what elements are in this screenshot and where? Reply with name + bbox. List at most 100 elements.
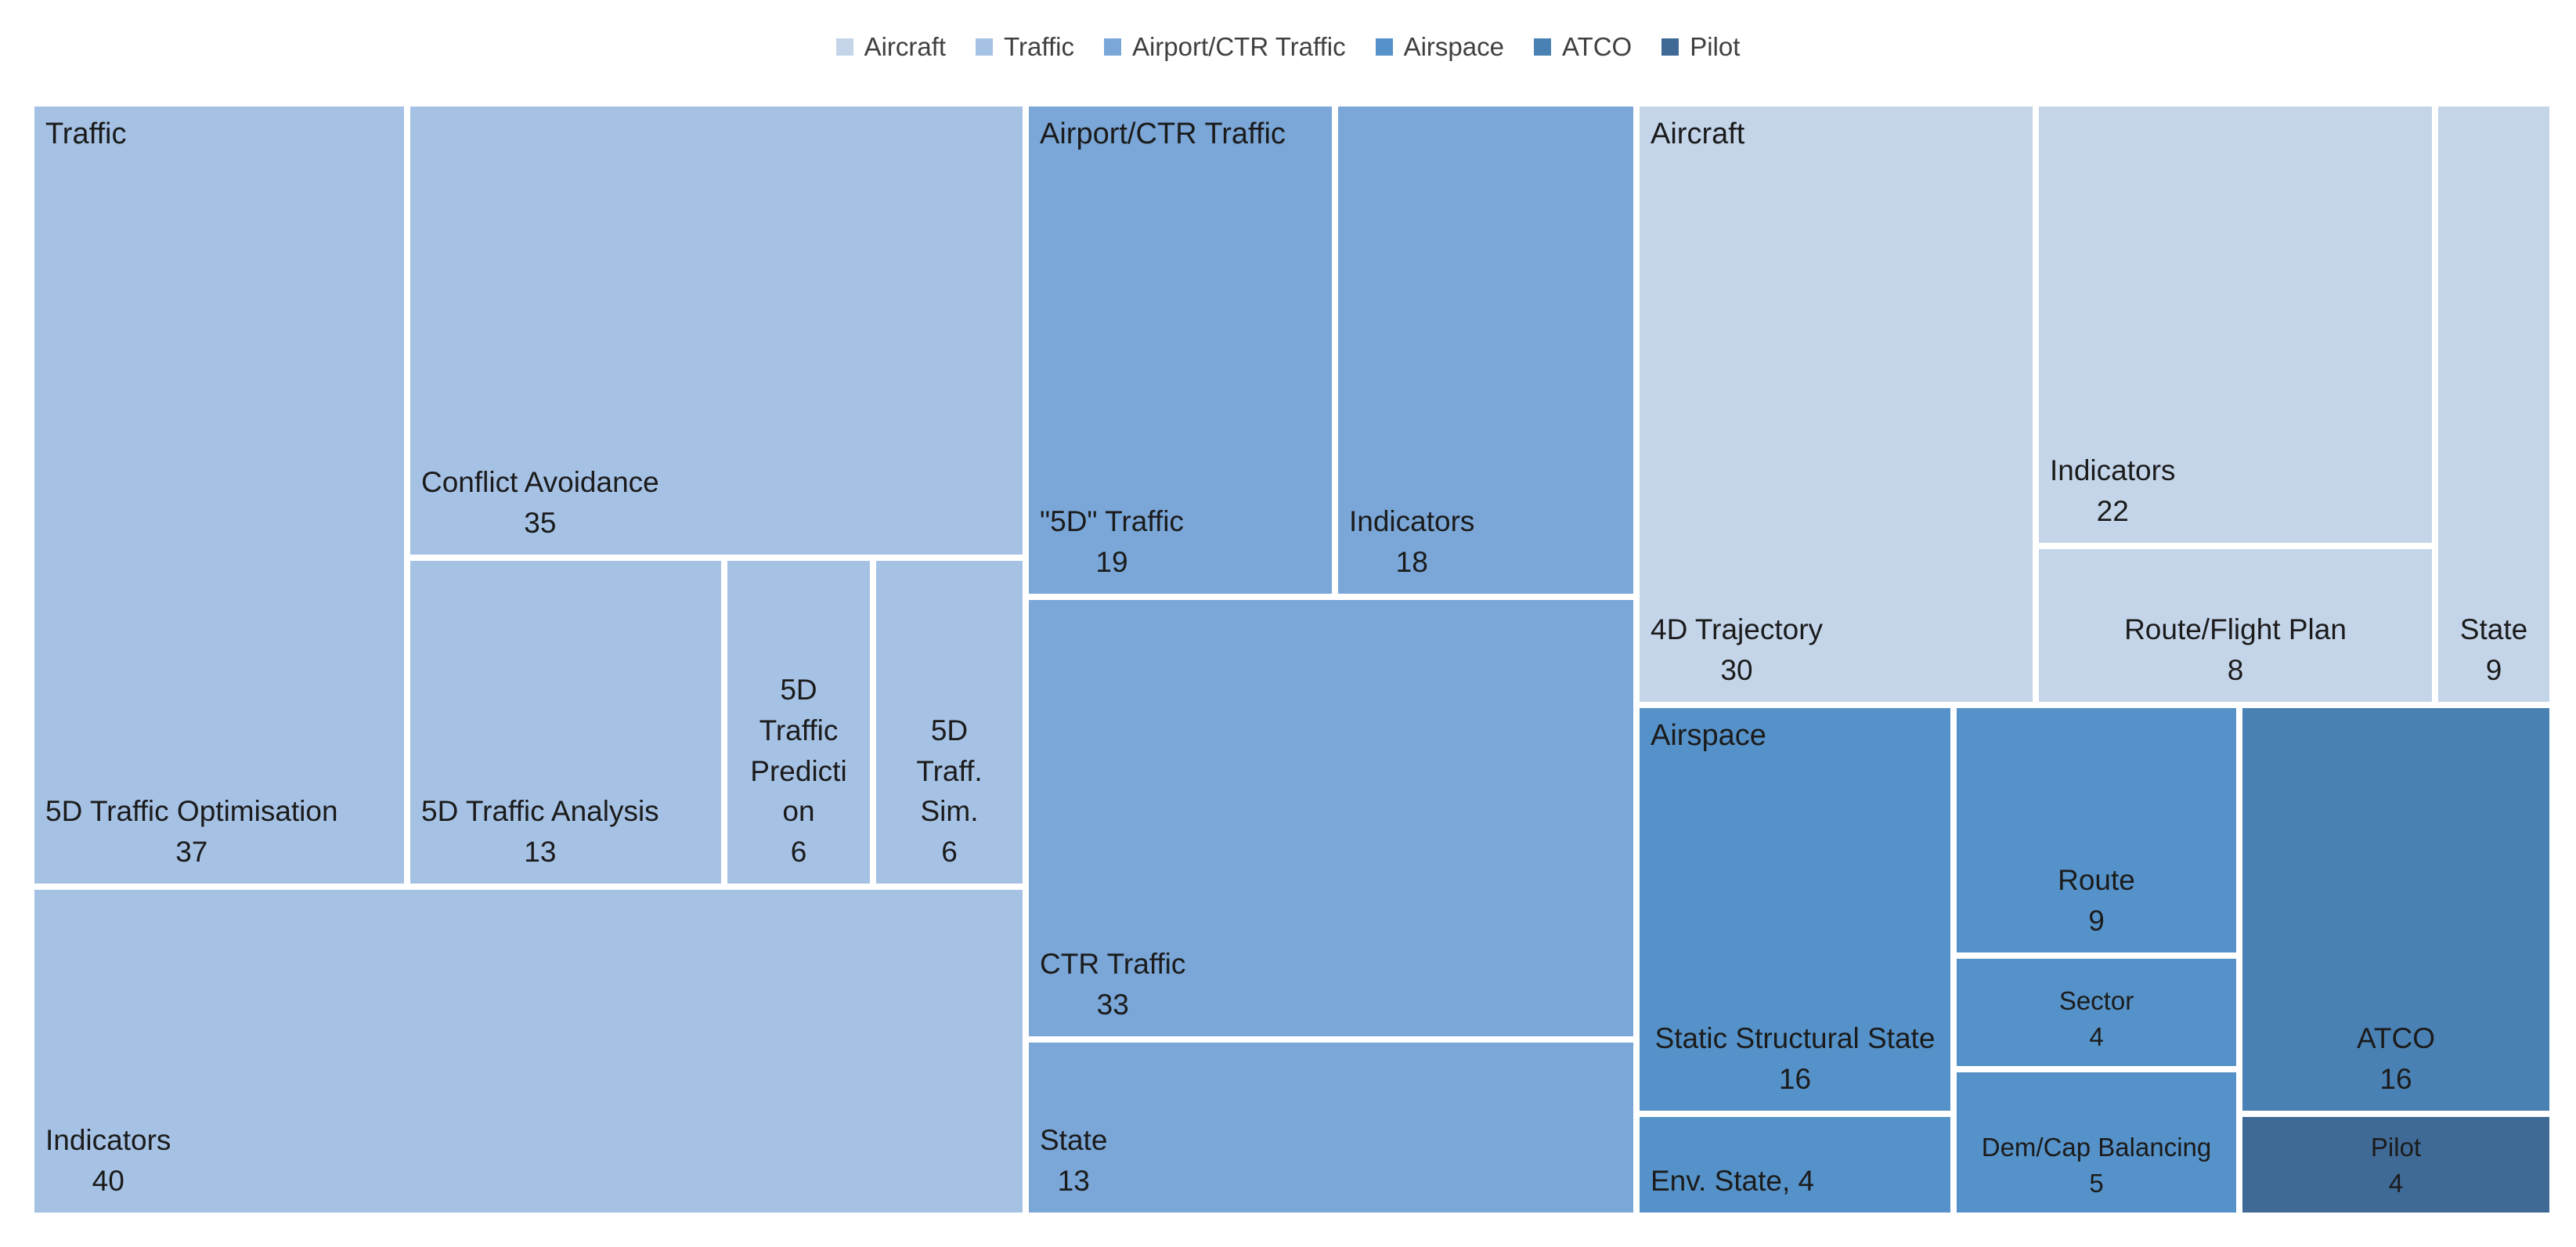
treemap-tile: Dem/Cap Balancing 5 — [1954, 1069, 2239, 1216]
legend-item-5: Pilot — [1661, 32, 1740, 62]
legend-item-0: Aircraft — [835, 32, 947, 62]
tile-name: 5D Traff. Sim. — [916, 714, 983, 828]
tile-name: State — [1040, 1124, 1108, 1157]
tile-label: Indicators 40 — [45, 1120, 171, 1202]
tile-value: 4 — [2089, 1021, 2104, 1051]
treemap-tile: 5D Traffic Predicti on 6 — [724, 558, 873, 887]
legend-label: Aircraft — [864, 32, 947, 61]
tile-label: 5D Traff. Sim. 6 — [887, 710, 1012, 873]
tile-name: Indicators — [1349, 505, 1475, 538]
tile-label: 5D Traffic Optimisation 37 — [45, 791, 338, 873]
tile-value: 37 — [175, 836, 208, 869]
tile-label: ATCO 16 — [2253, 1018, 2538, 1100]
tile-value: 16 — [1778, 1063, 1812, 1096]
tile-value: 4 — [2388, 1168, 2404, 1198]
tile-label: Static Structural State 16 — [1651, 1018, 1939, 1100]
tile-value: 9 — [2485, 654, 2502, 687]
legend-swatch — [976, 38, 994, 56]
tile-label: Route/Flight Plan 8 — [2050, 609, 2421, 691]
tile-value: 18 — [1395, 546, 1428, 579]
legend-swatch — [1533, 38, 1551, 56]
tile-name: 4D Trajectory — [1651, 613, 1824, 646]
legend-label: Airspace — [1403, 32, 1504, 61]
tile-label: CTR Traffic 33 — [1040, 944, 1185, 1025]
tile-value: 6 — [790, 836, 807, 869]
tile-name: "5D" Traffic — [1040, 505, 1184, 538]
tile-name: 5D Traffic Optimisation — [45, 795, 338, 828]
tile-name: CTR Traffic — [1040, 948, 1186, 981]
tile-label: Env. State, 4 — [1651, 1161, 1814, 1202]
tile-label: 5D Traffic Analysis 13 — [421, 791, 659, 873]
tile-name: Route — [2058, 864, 2135, 897]
treemap-tile: Route/Flight Plan 8 — [2036, 546, 2435, 705]
legend-item-2: Airport/CTR Traffic — [1103, 32, 1346, 62]
legend-swatch — [1375, 38, 1393, 56]
tile-name: 5D Traffic Predicti on — [750, 674, 847, 828]
tile-value: 8 — [2227, 654, 2244, 687]
treemap-tile: Airspace Static Structural State 16 — [1636, 705, 1954, 1114]
tile-name: Route/Flight Plan — [2124, 613, 2347, 646]
group-label: Airport/CTR Traffic — [1040, 117, 1286, 150]
tile-name: Indicators — [45, 1124, 171, 1157]
tile-label: Route 9 — [1968, 860, 2225, 942]
legend-item-1: Traffic — [976, 32, 1074, 62]
treemap-tile: 5D Traffic Analysis 13 — [407, 558, 724, 887]
tile-value: 35 — [524, 507, 557, 540]
tile-label: 4D Trajectory 30 — [1651, 609, 1823, 691]
tile-name: Static Structural State — [1654, 1022, 1936, 1055]
treemap-tile: State 9 — [2435, 103, 2553, 705]
group-label: Airspace — [1651, 719, 1766, 752]
tile-label: Sector 4 — [1968, 983, 2225, 1055]
tile-value: 9 — [2088, 905, 2105, 938]
treemap-chart: Traffic 5D Traffic Optimisation 37 Conflict… — [31, 103, 2553, 1216]
legend-item-3: Airspace — [1375, 32, 1504, 62]
treemap-tile: Traffic 5D Traffic Optimisation 37 — [31, 103, 407, 887]
treemap-tile: Aircraft 4D Trajectory 30 — [1636, 103, 2036, 705]
tile-label: "5D" Traffic 19 — [1040, 501, 1184, 583]
tile-label: Indicators 18 — [1349, 501, 1474, 583]
tile-value: 16 — [2379, 1063, 2412, 1096]
group-label: Aircraft — [1651, 117, 1745, 150]
tile-label: Pilot 4 — [2253, 1130, 2538, 1202]
tile-name: State — [2459, 613, 2528, 646]
treemap-tile: Sector 4 — [1954, 956, 2239, 1069]
treemap-tile: Route 9 — [1954, 705, 2239, 956]
treemap-tile: Pilot 4 — [2239, 1114, 2553, 1216]
tile-value: 5 — [2089, 1168, 2104, 1198]
tile-name: 5D Traffic Analysis — [421, 795, 659, 828]
treemap-tile: Indicators 18 — [1335, 103, 1636, 597]
tile-label: Conflict Avoidance 35 — [421, 462, 659, 544]
tile-label: State 9 — [2449, 609, 2538, 691]
tile-value: 6 — [941, 836, 958, 869]
tile-value: 40 — [92, 1165, 124, 1198]
tile-name: Conflict Avoidance — [421, 466, 659, 499]
tile-name: ATCO — [2356, 1022, 2436, 1055]
tile-value: 13 — [1057, 1165, 1090, 1198]
tile-label: 5D Traffic Predicti on 6 — [738, 670, 859, 873]
treemap-tile: 5D Traff. Sim. 6 — [873, 558, 1026, 887]
tile-value: 19 — [1095, 546, 1128, 579]
treemap-tile: Conflict Avoidance 35 — [407, 103, 1026, 558]
group-label: Traffic — [45, 117, 127, 150]
tile-value: 30 — [1720, 654, 1753, 687]
legend-label: ATCO — [1561, 32, 1633, 61]
tile-value: 22 — [2096, 495, 2129, 528]
treemap-tile: Indicators 22 — [2036, 103, 2435, 546]
tile-label: Dem/Cap Balancing 5 — [1968, 1130, 2225, 1202]
tile-name: Indicators — [2050, 454, 2176, 487]
treemap-tile: CTR Traffic 33 — [1026, 597, 1636, 1039]
treemap-tile: State 13 — [1026, 1039, 1636, 1216]
tile-label: Indicators 22 — [2050, 450, 2175, 532]
legend-label: Airport/CTR Traffic — [1131, 32, 1346, 61]
chart-legend: Aircraft Traffic Airport/CTR Traffic Airspa… — [0, 23, 2576, 70]
tile-name: Sector — [2058, 985, 2134, 1015]
legend-swatch — [835, 38, 853, 56]
treemap-tile: Airport/CTR Traffic "5D" Traffic 19 — [1026, 103, 1335, 597]
treemap-tile: ATCO 16 — [2239, 705, 2553, 1114]
tile-name: Pilot — [2370, 1132, 2422, 1162]
legend-swatch — [1103, 38, 1121, 56]
tile-name: Env. State, 4 — [1651, 1165, 1815, 1198]
treemap-tile: Indicators 40 — [31, 887, 1026, 1216]
legend-label: Pilot — [1690, 32, 1741, 61]
legend-swatch — [1661, 38, 1679, 56]
